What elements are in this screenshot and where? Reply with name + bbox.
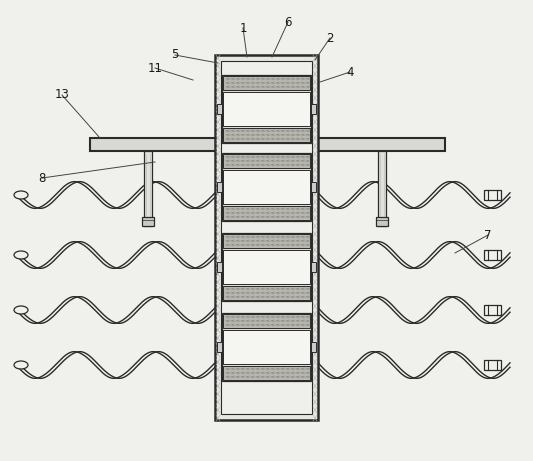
Bar	[222, 233, 311, 301]
Text: 13: 13	[54, 89, 69, 101]
Bar	[223, 128, 310, 142]
Text: 1: 1	[239, 22, 247, 35]
Text: 4: 4	[346, 65, 354, 78]
Bar	[483, 250, 500, 260]
Bar	[222, 313, 311, 381]
Bar	[483, 360, 500, 370]
Bar	[221, 61, 312, 414]
Text: 5: 5	[171, 48, 179, 61]
Text: 8: 8	[38, 171, 46, 184]
Bar	[311, 104, 316, 114]
Bar	[311, 342, 316, 352]
Ellipse shape	[14, 306, 28, 314]
Bar	[223, 330, 310, 364]
Ellipse shape	[14, 361, 28, 369]
Bar	[223, 286, 310, 300]
Bar	[223, 366, 310, 380]
Text: 6: 6	[284, 16, 292, 29]
Bar	[90, 138, 445, 151]
Text: 11: 11	[148, 61, 163, 75]
Bar	[311, 262, 316, 272]
Bar	[222, 75, 311, 143]
Bar	[217, 262, 222, 272]
Bar	[223, 250, 310, 284]
Text: 2: 2	[326, 31, 334, 45]
Bar	[376, 217, 388, 226]
Bar	[142, 217, 154, 226]
Ellipse shape	[14, 191, 28, 199]
Bar	[215, 55, 318, 420]
Bar	[217, 182, 222, 192]
Text: 7: 7	[484, 229, 492, 242]
Bar	[223, 234, 310, 248]
Bar	[223, 92, 310, 126]
Bar	[223, 314, 310, 328]
Bar	[223, 76, 310, 90]
Bar	[483, 305, 500, 315]
Bar	[483, 190, 500, 200]
Bar	[217, 104, 222, 114]
Bar	[223, 170, 310, 204]
Bar	[217, 342, 222, 352]
Bar	[223, 206, 310, 220]
Bar	[311, 182, 316, 192]
Bar	[223, 154, 310, 168]
Bar	[378, 151, 386, 226]
Bar	[144, 151, 152, 226]
Bar	[222, 153, 311, 221]
Ellipse shape	[14, 251, 28, 259]
